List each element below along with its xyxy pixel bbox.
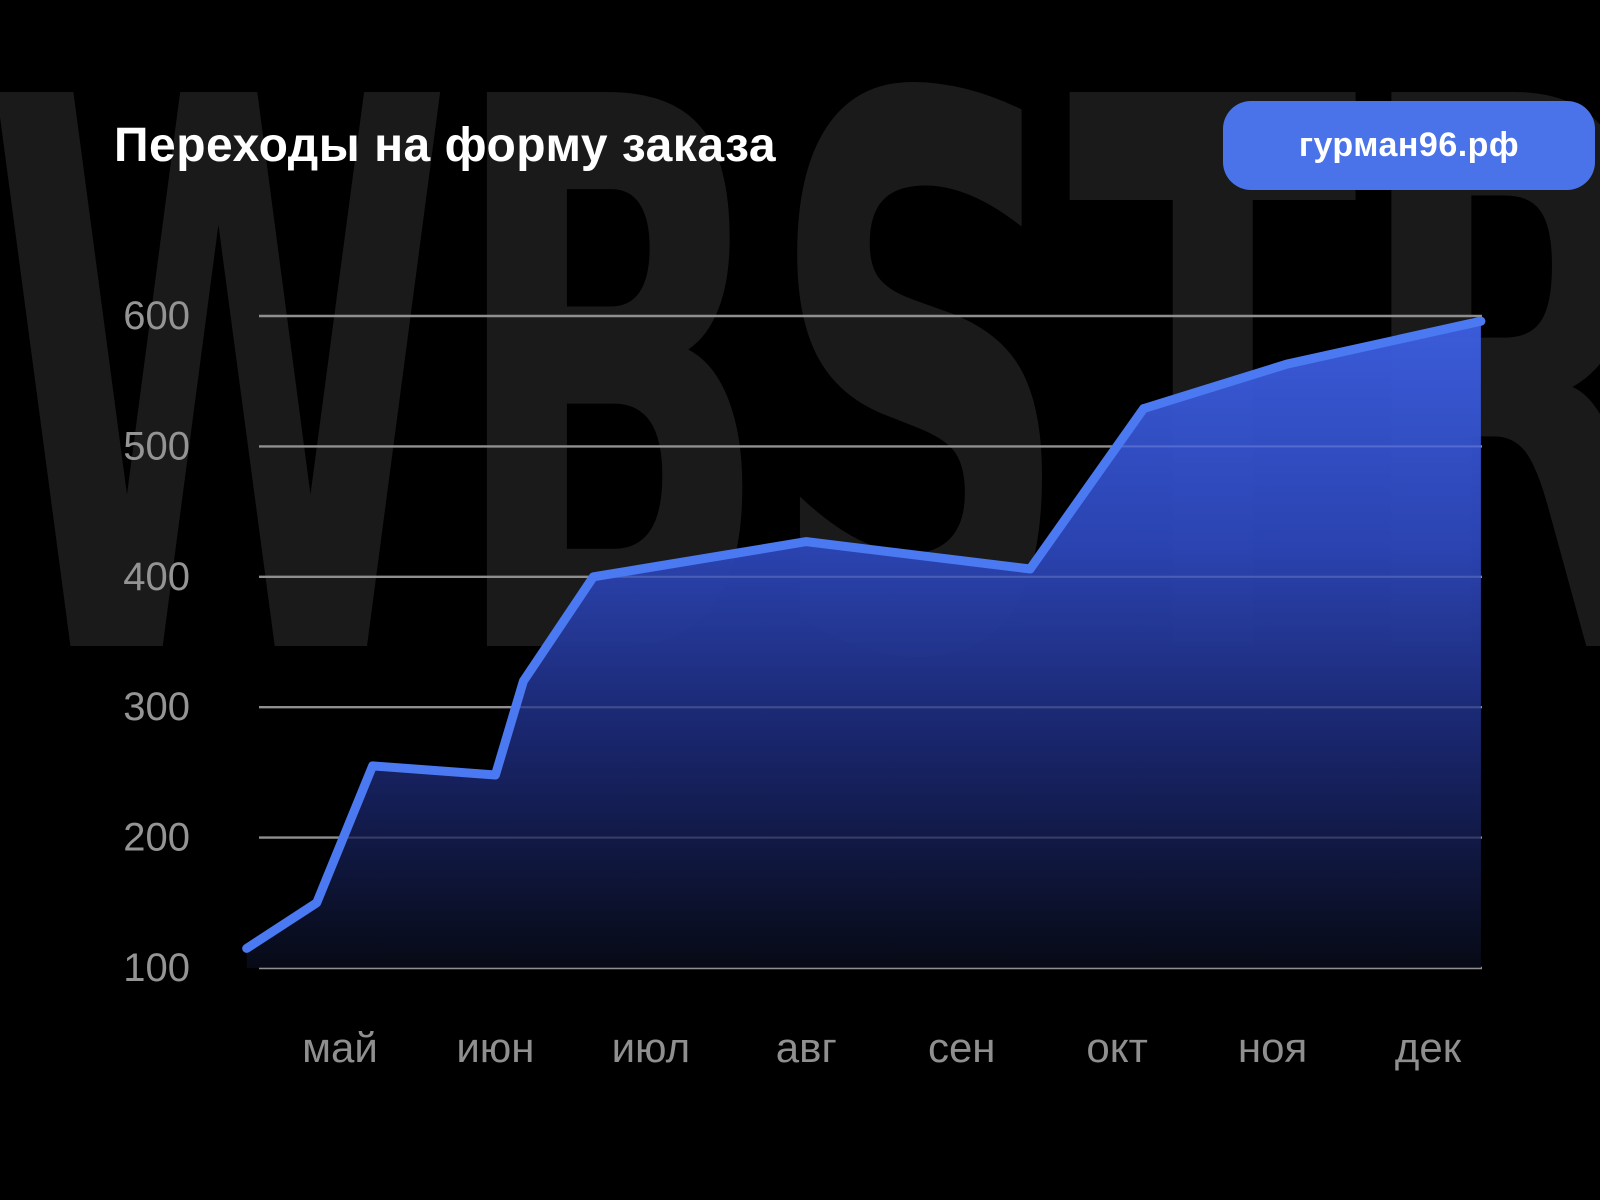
site-badge: гурман96.рф [1223,101,1595,190]
y-tick-label-400: 400 [123,555,190,599]
x-tick-label-окт: окт [1086,1024,1147,1071]
y-tick-label-200: 200 [123,816,190,860]
y-tick-label-300: 300 [123,685,190,729]
y-tick-label-500: 500 [123,424,190,468]
y-axis-labels: 600 500 400 300 200 100 [123,294,190,990]
x-tick-label-ноя: ноя [1238,1024,1307,1071]
x-tick-label-май: май [302,1024,378,1071]
x-tick-label-дек: дек [1395,1024,1462,1071]
x-tick-label-июн: июн [456,1024,534,1071]
x-axis-labels: май июн июл авг сен окт ноя дек [302,1024,1462,1071]
y-tick-label-100: 100 [123,946,190,990]
y-tick-label-600: 600 [123,294,190,338]
x-tick-label-сен: сен [928,1024,996,1071]
trend-line [242,316,1486,953]
x-tick-label-авг: авг [776,1024,837,1071]
chart-title: Переходы на форму заказа [114,119,777,172]
site-badge-label: гурман96.рф [1298,126,1520,164]
area-fill [246,321,1481,968]
x-tick-label-июл: июл [612,1024,691,1071]
